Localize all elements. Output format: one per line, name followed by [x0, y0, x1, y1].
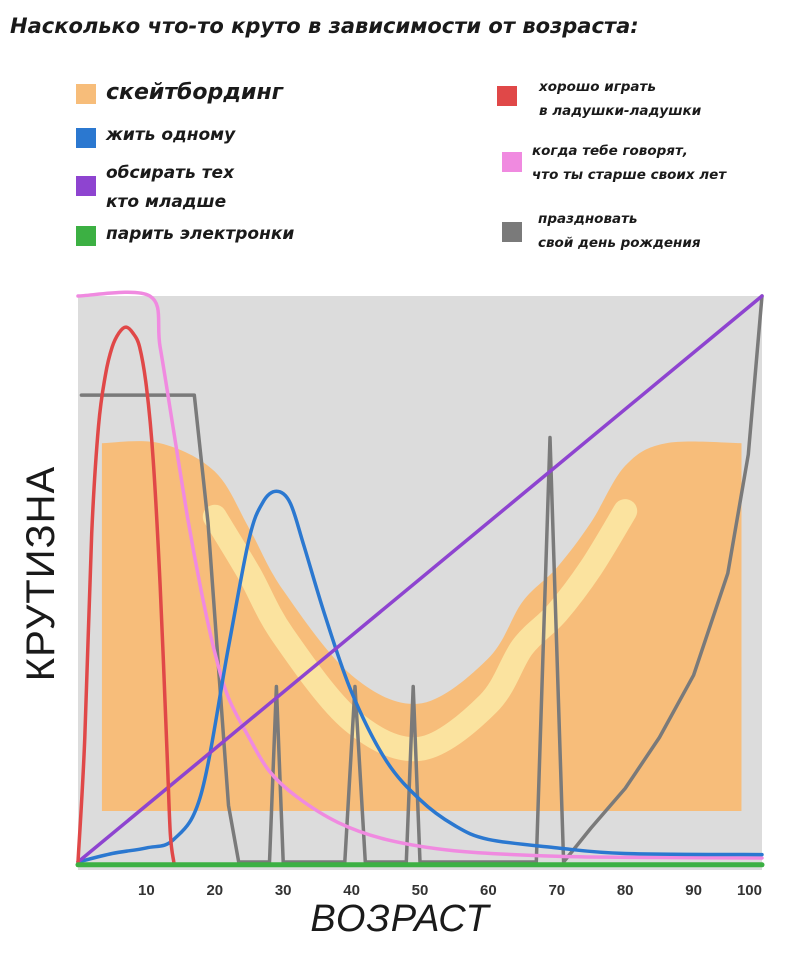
legend-swatch-live-alone — [76, 128, 96, 148]
legend-label-vape: парить электронки — [106, 224, 295, 244]
skateboarding-area — [101, 441, 742, 812]
legend-label-birthday: праздновать свой день рождения — [538, 211, 701, 251]
skateboarding-highlight — [202, 499, 638, 762]
x-tick-label: 50 — [412, 882, 429, 899]
x-tick-label: 70 — [548, 882, 565, 899]
legend-swatch-vape — [76, 226, 96, 246]
legend-item-patty-cake: хорошо играть в ладушки-ладушки — [497, 79, 701, 123]
y-axis-label-box: КРУТИЗНА — [12, 428, 72, 718]
patty-cake-line — [76, 325, 176, 864]
x-tick-label: 80 — [617, 882, 634, 899]
x-tick-label: 90 — [685, 882, 702, 899]
x-tick-label: 30 — [275, 882, 292, 899]
legend-item-vape: парить электронки — [76, 224, 295, 246]
legend-item-trash-younger: обсирать тех кто младше — [76, 160, 234, 217]
legend-item-skateboarding: скейтбординг — [76, 80, 283, 107]
x-axis-label: ВОЗРАСТ — [310, 898, 490, 940]
legend-item-older-than-age: когда тебе говорят, что ты старше своих … — [502, 143, 726, 187]
x-tick-label: 40 — [343, 882, 360, 899]
legend-swatch-birthday — [502, 222, 522, 242]
x-tick-label: 60 — [480, 882, 497, 899]
legend-label-patty-cake: хорошо играть в ладушки-ладушки — [539, 79, 702, 119]
legend-label-live-alone: жить одному — [106, 125, 236, 145]
legend-label-older-than-age: когда тебе говорят, что ты старше своих … — [532, 143, 727, 183]
legend-label-skateboarding: скейтбординг — [106, 80, 284, 105]
older-than-age-line — [76, 290, 764, 860]
legend-item-live-alone: жить одному — [76, 125, 236, 148]
legend-swatch-older-than-age — [502, 152, 522, 172]
x-axis-ticks: 10 20 30 40 50 60 70 80 90 100 — [138, 882, 762, 899]
live-alone-line — [76, 489, 764, 864]
legend-label-trash-younger: обсирать тех кто младше — [106, 163, 235, 212]
birthday-line — [79, 294, 764, 864]
series-lines — [75, 290, 765, 868]
page-title: Насколько что-то круто в зависимости от … — [10, 14, 639, 38]
legend-swatch-patty-cake — [497, 86, 517, 106]
skateboarding-layer — [101, 441, 742, 812]
x-tick-label: 100 — [737, 882, 762, 899]
trash-younger-line — [76, 294, 764, 864]
x-tick-label: 10 — [138, 882, 155, 899]
legend-swatch-skateboarding — [76, 84, 96, 104]
y-axis-label: КРУТИЗНА — [19, 465, 64, 681]
x-tick-label: 20 — [206, 882, 223, 899]
legend-item-birthday: праздновать свой день рождения — [502, 211, 701, 255]
legend-swatch-trash-younger — [76, 176, 96, 196]
